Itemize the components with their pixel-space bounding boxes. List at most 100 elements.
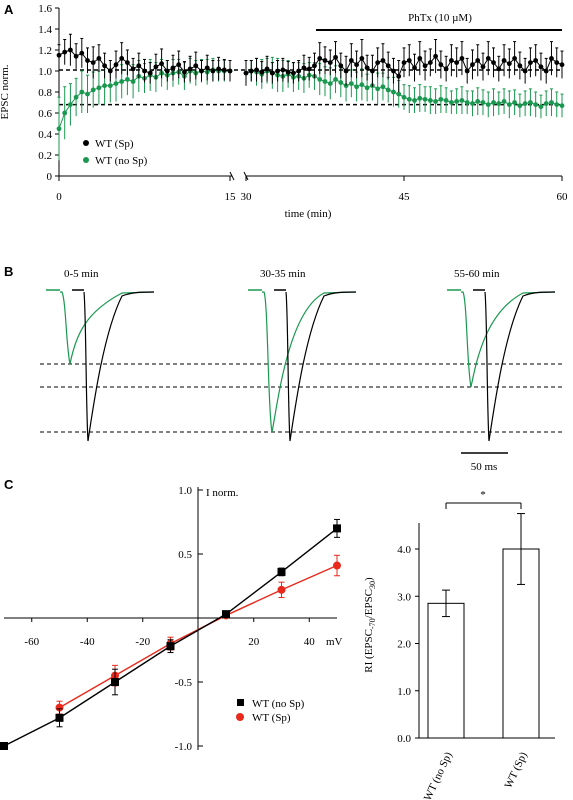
data-point [338,80,344,85]
y-tick-label: 1.6 [38,3,52,15]
data-point [454,60,460,65]
data-point [459,98,465,103]
data-point [264,66,270,72]
data-point [259,69,265,75]
data-point [412,65,417,71]
data-point [406,58,412,63]
data-point [119,79,125,84]
data-point [427,98,433,103]
data-point [107,83,113,89]
data-point [296,68,302,74]
data-point [422,63,428,69]
epoch-label-0-5: 0-5 min [64,268,99,280]
ri-category-label-0: WT (no Sp) [422,750,455,800]
data-point [549,100,554,105]
panel-label-b: B [4,264,13,279]
data-point [528,60,533,65]
data-point [199,68,204,74]
data-point [438,96,444,102]
iv-y-ticks: 1.0 0.5 -0.5 -1.0 [175,485,203,753]
scale-bar-label: 50 ms [471,461,498,473]
data-point [533,102,539,107]
epsc-trace-sp [484,291,556,442]
data-point [364,65,370,71]
data-point [0,742,8,750]
data-point [312,63,317,69]
data-point [554,60,560,65]
data-point [68,102,73,107]
bar [427,602,465,739]
data-point [85,91,90,97]
data-point [227,68,233,74]
y-tick-label: 3.0 [397,591,411,603]
data-point [56,126,62,132]
data-point [68,47,73,53]
data-point [96,85,102,91]
y-tick-label: 0.8 [38,87,52,99]
y-tick-label: 2.0 [397,639,411,651]
data-point [396,91,402,97]
data-point [130,79,136,84]
ri-category-label-1: WT (Sp) [503,750,530,790]
data-point [517,63,523,69]
panel-a-chart: 0 0.2 0.4 0.6 0.8 1.0 1.2 1.4 1.6 0 15 30 45 60 EPSC… [0,3,568,220]
data-point [401,94,407,100]
data-point [90,87,96,93]
panel-c-bar-chart: 0.0 1.0 2.0 3.0 4.0 RI (EPSC-70/EPSC30) * WT… [363,489,555,800]
data-point [62,110,68,116]
x-tick-label: -60 [24,636,39,648]
data-point [391,68,396,74]
data-point [427,60,433,65]
data-point [449,58,454,63]
panel-a-series [56,33,565,161]
data-point [348,58,354,63]
data-point [275,68,280,74]
y-tick-label: 0.2 [38,150,52,162]
panel-label-c: C [4,477,14,492]
data-point [170,65,176,71]
data-point [204,65,210,71]
data-point [96,56,102,61]
epoch-label-55-60: 55-60 min [454,268,500,280]
data-point [327,60,333,65]
data-point [364,85,370,91]
epsc-trace-sp [285,291,357,442]
panel-a-x-label: time (min) [285,208,332,220]
data-point [385,63,391,69]
data-point [248,68,254,74]
iv-x-label: mV [326,636,343,648]
data-point [164,68,170,74]
data-point [159,61,165,67]
data-point [73,53,79,59]
data-point [464,68,470,74]
data-point [56,52,62,58]
data-point [506,102,512,107]
y-tick-label: 1.4 [38,24,52,36]
data-point [491,100,496,105]
x-tick-label: -20 [135,636,150,648]
data-point [55,713,64,722]
panel-a-x-ticks: 0 15 30 45 60 [56,171,568,203]
data-point [280,67,286,73]
data-point [277,567,286,576]
data-point [380,84,386,90]
data-point [285,69,291,75]
legend-marker-wt-sp [83,140,89,146]
data-point [102,83,107,89]
data-point [375,86,381,92]
data-point [501,58,507,63]
data-point [475,99,481,104]
y-tick-label: 1.0 [397,686,411,698]
data-point [306,66,312,72]
axis-break-mark [229,171,235,181]
data-point [210,68,216,74]
data-point [62,49,68,55]
data-point [243,70,249,76]
data-point [443,66,449,72]
x-tick-label: 20 [248,636,260,648]
data-point [327,81,333,86]
data-point [354,62,359,68]
data-point [359,56,365,61]
y-tick-label: 0.0 [397,733,411,745]
